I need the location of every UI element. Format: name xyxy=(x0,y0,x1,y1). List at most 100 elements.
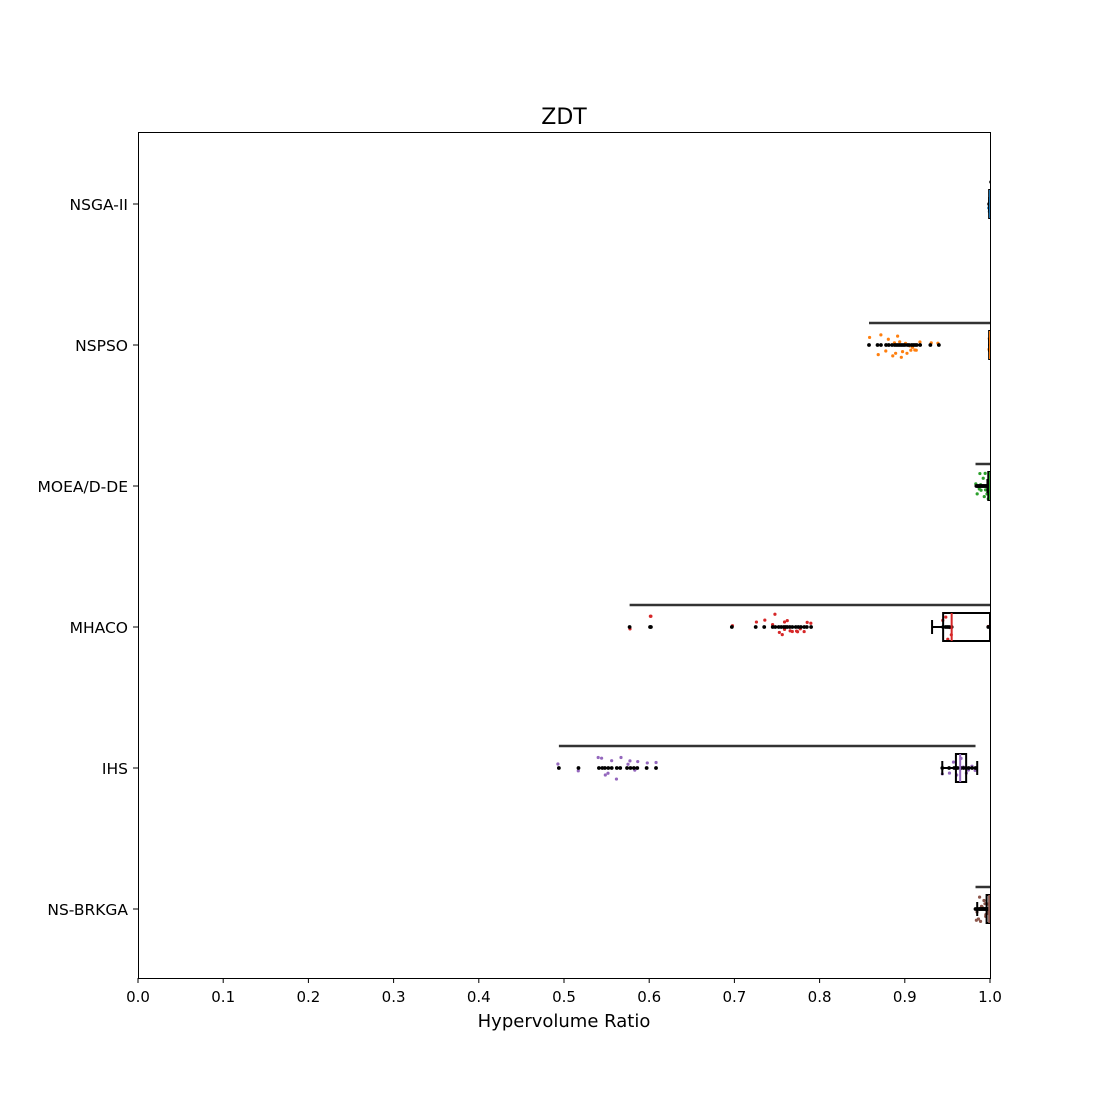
center-point xyxy=(879,343,883,347)
strip-point xyxy=(918,340,922,344)
strip-point xyxy=(982,494,986,499)
strip-point xyxy=(976,917,981,921)
y-tick-label: NSGA-II xyxy=(70,196,128,214)
strip-point xyxy=(648,614,652,618)
center-point xyxy=(597,766,601,770)
plot-frame xyxy=(138,132,991,979)
x-axis: 0.0 0.1 0.2 0.3 0.4 0.5 0.6 0.7 0.8 0.9 1.0 xyxy=(126,978,1002,1006)
center-point xyxy=(729,625,734,629)
strip-point xyxy=(876,353,880,357)
center-point xyxy=(928,343,933,347)
strip-point xyxy=(773,612,777,616)
strip-point xyxy=(763,618,767,622)
strip-point xyxy=(894,351,898,355)
strip-point xyxy=(909,348,913,352)
x-tick-label: 1.0 xyxy=(978,988,1002,1006)
strip-point xyxy=(654,760,658,765)
strip-point xyxy=(628,759,632,763)
strip-point xyxy=(556,762,560,766)
x-tick-label: 0.3 xyxy=(382,988,406,1006)
center-point xyxy=(753,625,758,629)
center-point xyxy=(644,766,649,770)
x-tick-label: 0.9 xyxy=(893,988,917,1006)
center-point xyxy=(773,625,778,629)
x-tick-label: 0.7 xyxy=(722,988,746,1006)
y-tick-label: NS-BRKGA xyxy=(47,901,128,919)
strip-point xyxy=(905,351,909,355)
strip-point xyxy=(780,633,784,637)
center-point xyxy=(936,343,941,347)
x-tick-label: 0.0 xyxy=(126,988,150,1006)
y-axis: NSGA-II NSPSO MOEA/D-DE MHACO IHS NS-BRKGA xyxy=(38,196,138,919)
center-point xyxy=(875,343,880,347)
y-tick-label: MHACO xyxy=(70,619,128,637)
strip-point xyxy=(900,349,905,354)
center-point xyxy=(618,766,623,770)
center-point xyxy=(631,766,636,770)
strip-point xyxy=(805,620,809,624)
strip-point xyxy=(809,621,813,625)
strip-point xyxy=(981,476,985,480)
strip-point xyxy=(975,492,979,496)
center-point xyxy=(790,625,795,629)
center-point xyxy=(809,625,813,629)
center-point xyxy=(627,625,632,629)
center-point xyxy=(798,625,803,629)
center-point xyxy=(606,766,611,770)
strip-point xyxy=(914,348,918,352)
center-point xyxy=(602,766,607,770)
center-point xyxy=(762,625,767,629)
strip-point xyxy=(983,471,987,475)
center-point xyxy=(628,766,633,770)
x-axis-label: Hypervolume Ratio xyxy=(478,1011,651,1032)
x-tick-label: 0.5 xyxy=(552,988,576,1006)
strip-point xyxy=(884,349,888,353)
x-tick-label: 0.1 xyxy=(211,988,235,1006)
strip-point xyxy=(795,630,800,634)
strip-point xyxy=(782,620,787,624)
strip-point xyxy=(576,769,580,773)
strip-point xyxy=(947,771,952,775)
strip-point xyxy=(626,762,630,766)
strip-point xyxy=(898,340,902,344)
center-point xyxy=(614,766,619,770)
strip-point xyxy=(636,759,640,764)
strip-point xyxy=(982,898,986,903)
center-point xyxy=(625,766,629,770)
y-tick-label: IHS xyxy=(102,760,128,778)
strip-point xyxy=(978,471,982,476)
strip-point xyxy=(606,771,610,775)
strip-point xyxy=(790,629,794,634)
strip-point xyxy=(754,620,759,624)
strip-point xyxy=(599,756,604,760)
chart-title: ZDT xyxy=(541,105,587,130)
strip-point xyxy=(777,630,781,635)
strip-point xyxy=(978,919,983,923)
strip-point xyxy=(619,755,623,760)
center-point xyxy=(867,343,871,347)
center-point xyxy=(886,343,891,347)
center-point xyxy=(804,625,809,629)
strip-point xyxy=(899,355,903,359)
center-point xyxy=(649,625,653,629)
y-tick-label: NSPSO xyxy=(75,337,128,355)
strip-point xyxy=(802,629,806,634)
x-tick-label: 0.6 xyxy=(637,988,661,1006)
strip-point xyxy=(867,335,872,340)
strip-point xyxy=(886,337,890,341)
x-tick-label: 0.2 xyxy=(296,988,320,1006)
center-point xyxy=(576,766,581,770)
center-point xyxy=(914,343,919,347)
strip-point xyxy=(879,333,883,337)
plot-area xyxy=(556,180,990,924)
strip-point xyxy=(896,334,900,338)
strip-point xyxy=(785,619,789,623)
box xyxy=(942,612,990,642)
strip-point xyxy=(983,488,988,492)
x-tick-label: 0.8 xyxy=(808,988,832,1006)
strip-point xyxy=(891,354,895,358)
strip-point xyxy=(979,488,983,492)
strip-point xyxy=(596,755,600,760)
strip-point xyxy=(951,760,956,764)
